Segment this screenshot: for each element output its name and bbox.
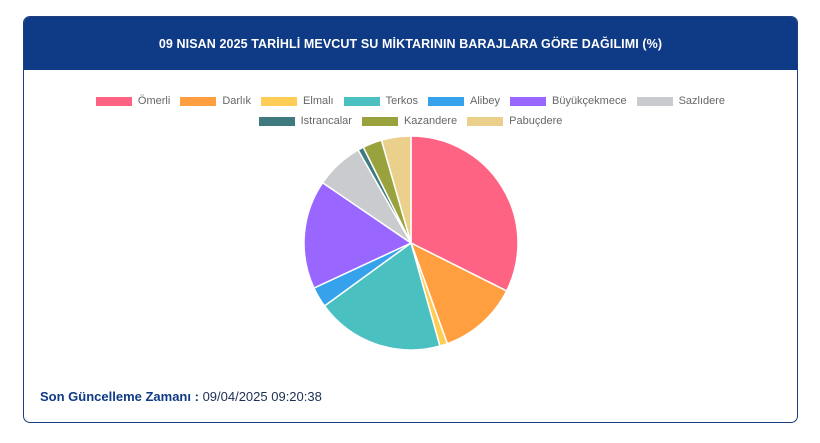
pie-slice-b-y-k-ekmece[interactable] bbox=[303, 181, 413, 290]
pie-slice-terkos[interactable] bbox=[323, 241, 441, 351]
legend-item[interactable]: Büyükçekmece bbox=[509, 95, 627, 107]
last-update: Son Güncelleme Zamanı : 09/04/2025 09:20… bbox=[40, 389, 322, 404]
legend-item[interactable]: Pabuçdere bbox=[467, 115, 562, 127]
last-update-value: 09/04/2025 09:20:38 bbox=[202, 389, 322, 404]
legend-item[interactable]: Elmalı bbox=[261, 95, 334, 107]
legend-label: Pabuçdere bbox=[509, 115, 563, 127]
legend-label: Sazlıdere bbox=[678, 95, 726, 107]
legend-item[interactable]: Istrancalar bbox=[258, 115, 352, 127]
pie-slice-darl-k[interactable] bbox=[409, 241, 508, 345]
pie-chart bbox=[303, 135, 519, 351]
legend-item[interactable]: Terkos bbox=[343, 95, 419, 107]
legend-item[interactable]: Kazandere bbox=[361, 115, 458, 127]
legend-swatch bbox=[361, 116, 398, 126]
pie-slice--merli[interactable] bbox=[410, 135, 519, 292]
legend-label: Darlık bbox=[222, 95, 252, 107]
legend-swatch bbox=[509, 96, 546, 106]
legend-swatch bbox=[258, 116, 295, 126]
legend-swatch bbox=[428, 96, 465, 106]
pie-slice-pabu-dere[interactable] bbox=[380, 135, 412, 244]
legend-label: Ömerli bbox=[137, 95, 171, 107]
legend-swatch bbox=[180, 96, 217, 106]
legend-item[interactable]: Ömerli bbox=[95, 95, 171, 107]
legend-item[interactable]: Sazlıdere bbox=[636, 95, 726, 107]
legend-label: Istrancalar bbox=[300, 115, 352, 127]
legend-label: Alibey bbox=[470, 95, 500, 107]
legend-item[interactable]: Alibey bbox=[428, 95, 500, 107]
legend-item[interactable]: Darlık bbox=[180, 95, 251, 107]
legend-label: Büyükçekmece bbox=[551, 95, 627, 107]
legend-swatch bbox=[343, 96, 380, 106]
legend-label: Kazandere bbox=[403, 115, 458, 127]
legend-swatch bbox=[261, 96, 298, 106]
legend-swatch bbox=[95, 96, 132, 106]
dam-distribution-card: 09 NISAN 2025 TARİHLİ MEVCUT SU MİKTARIN… bbox=[23, 16, 798, 423]
chart-title: 09 NISAN 2025 TARİHLİ MEVCUT SU MİKTARIN… bbox=[24, 17, 797, 70]
legend-swatch bbox=[636, 96, 673, 106]
chart-legend: Ömerli Darlık Elmalı Terkos Alibey Büyükçekme… bbox=[24, 95, 797, 127]
last-update-label: Son Güncelleme Zamanı : bbox=[40, 389, 199, 404]
legend-label: Elmalı bbox=[303, 95, 334, 107]
legend-label: Terkos bbox=[385, 95, 419, 107]
legend-swatch bbox=[467, 116, 504, 126]
